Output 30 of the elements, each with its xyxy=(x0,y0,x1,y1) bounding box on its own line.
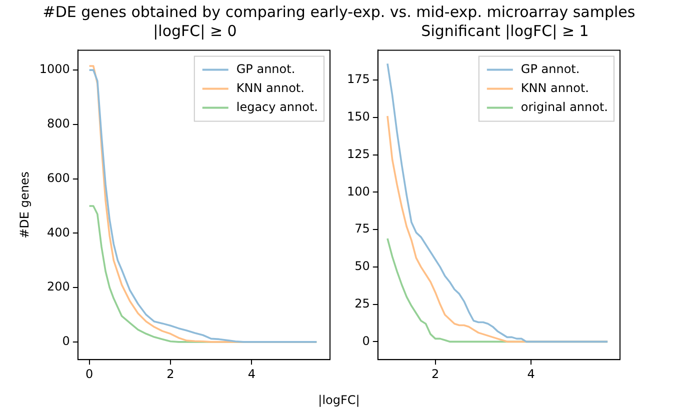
chart-title: #DE genes obtained by comparing early-exp. vs. mid-exp. microarray samples xyxy=(42,3,636,21)
y-tick-label: 75 xyxy=(354,222,370,236)
y-tick-label: 100 xyxy=(347,184,370,198)
y-axis-title: #DE genes xyxy=(17,171,32,238)
chart-subtitle: |logFC| ≥ 0 xyxy=(152,22,238,40)
y-tick-label: 0 xyxy=(62,334,70,348)
y-tick-label: 50 xyxy=(354,259,370,274)
legend-label: KNN annot. xyxy=(236,80,304,95)
y-tick-label: 200 xyxy=(47,280,70,294)
legend-label: original annot. xyxy=(520,100,608,114)
x-tick-label: 2 xyxy=(432,366,440,381)
y-tick-label: 125 xyxy=(347,146,370,161)
legend-label: GP annot. xyxy=(236,62,296,76)
x-tick-label: 4 xyxy=(527,366,535,381)
x-tick-label: 2 xyxy=(166,366,174,381)
y-tick-label: 25 xyxy=(354,296,370,310)
y-tick-label: 175 xyxy=(347,72,370,86)
x-tick-label: 0 xyxy=(85,366,94,381)
y-tick-label: 600 xyxy=(47,170,70,185)
y-tick-label: 150 xyxy=(347,110,370,124)
x-axis-title: |logFC| xyxy=(317,393,361,407)
y-tick-label: 800 xyxy=(47,116,70,131)
legend-label: KNN annot. xyxy=(520,80,589,95)
y-tick-label: 0 xyxy=(362,334,370,348)
x-tick-label: 4 xyxy=(248,366,256,381)
legend-label: legacy annot. xyxy=(236,100,318,114)
y-tick-label: 1000 xyxy=(39,62,70,76)
chart-subtitle: Significant |logFC| ≥ 1 xyxy=(420,22,590,40)
y-tick-label: 400 xyxy=(47,225,70,240)
legend-label: GP annot. xyxy=(520,62,580,76)
